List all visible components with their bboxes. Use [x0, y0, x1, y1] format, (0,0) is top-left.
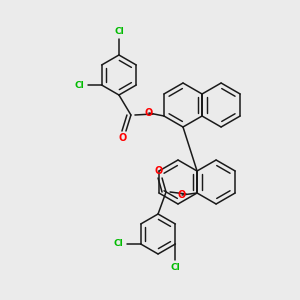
Text: O: O — [155, 166, 163, 176]
Text: O: O — [178, 190, 186, 200]
Text: O: O — [119, 133, 127, 143]
Text: Cl: Cl — [114, 239, 124, 248]
Text: Cl: Cl — [75, 80, 85, 89]
Text: Cl: Cl — [114, 28, 124, 37]
Text: O: O — [145, 108, 153, 118]
Text: Cl: Cl — [170, 262, 180, 272]
